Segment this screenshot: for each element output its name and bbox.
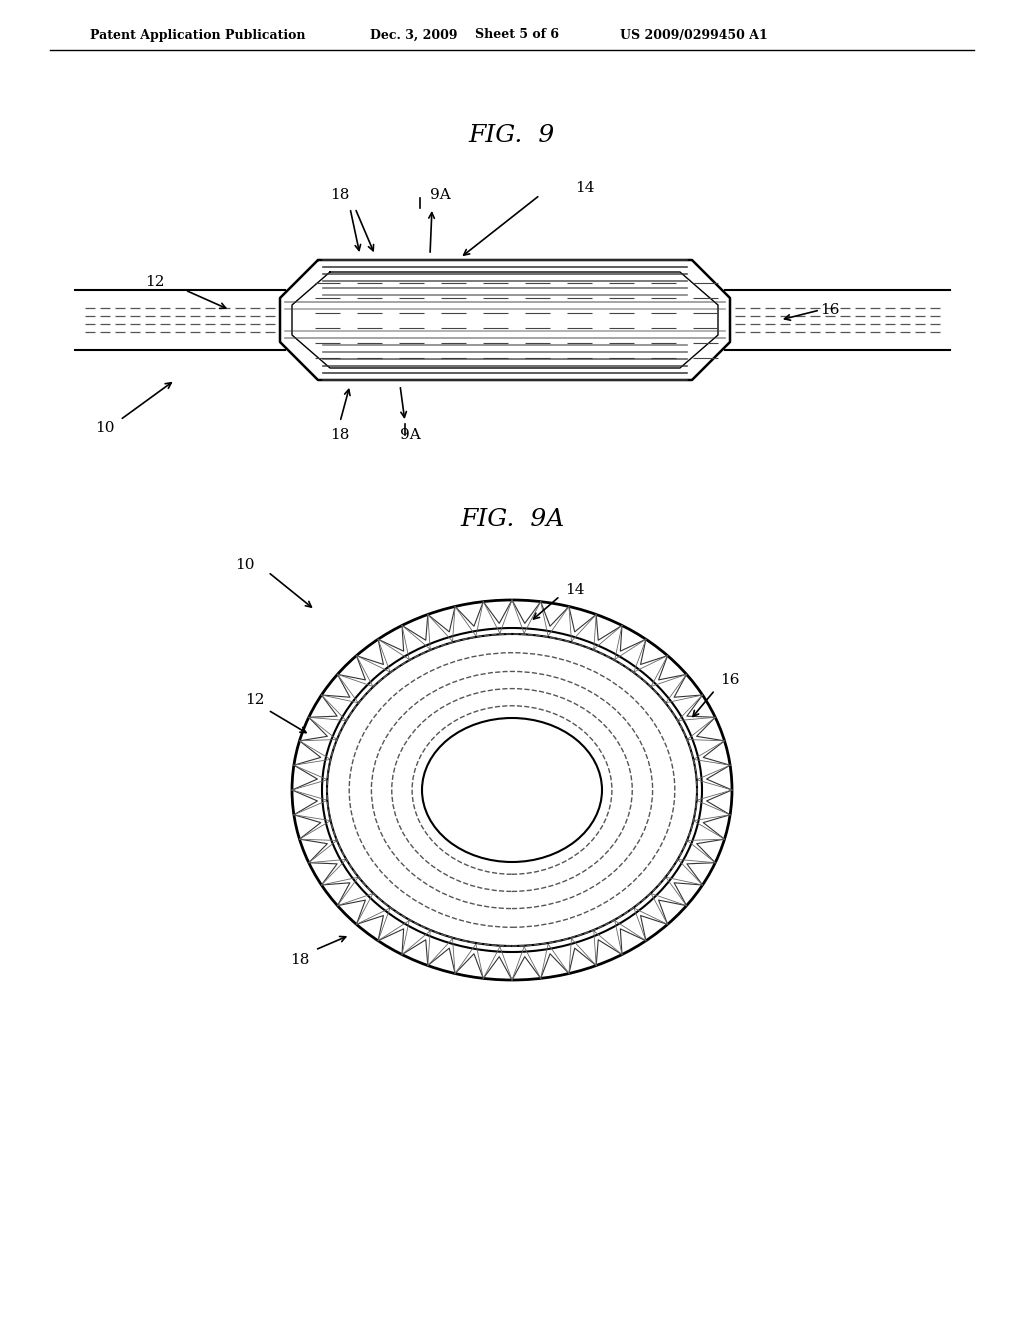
Ellipse shape [327, 634, 697, 946]
Text: 18: 18 [331, 187, 349, 202]
Text: 14: 14 [565, 583, 585, 597]
Text: 10: 10 [236, 558, 255, 572]
Text: FIG.  9A: FIG. 9A [460, 508, 564, 532]
Text: US 2009/0299450 A1: US 2009/0299450 A1 [620, 29, 768, 41]
Ellipse shape [422, 718, 602, 862]
Text: 12: 12 [246, 693, 265, 708]
Text: Sheet 5 of 6: Sheet 5 of 6 [475, 29, 559, 41]
Text: 10: 10 [95, 421, 115, 436]
Text: FIG.  9: FIG. 9 [469, 124, 555, 147]
Text: Patent Application Publication: Patent Application Publication [90, 29, 305, 41]
Text: 12: 12 [145, 275, 165, 289]
Text: 18: 18 [291, 953, 310, 968]
Text: 16: 16 [820, 304, 840, 317]
Text: Dec. 3, 2009: Dec. 3, 2009 [370, 29, 458, 41]
Text: 14: 14 [575, 181, 595, 195]
Text: 9A: 9A [430, 187, 451, 202]
Text: 9A: 9A [400, 428, 421, 442]
Text: 18: 18 [331, 428, 349, 442]
Text: 16: 16 [720, 673, 739, 686]
